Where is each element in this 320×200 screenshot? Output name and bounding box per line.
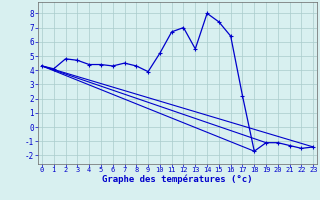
X-axis label: Graphe des températures (°c): Graphe des températures (°c) bbox=[102, 175, 253, 184]
